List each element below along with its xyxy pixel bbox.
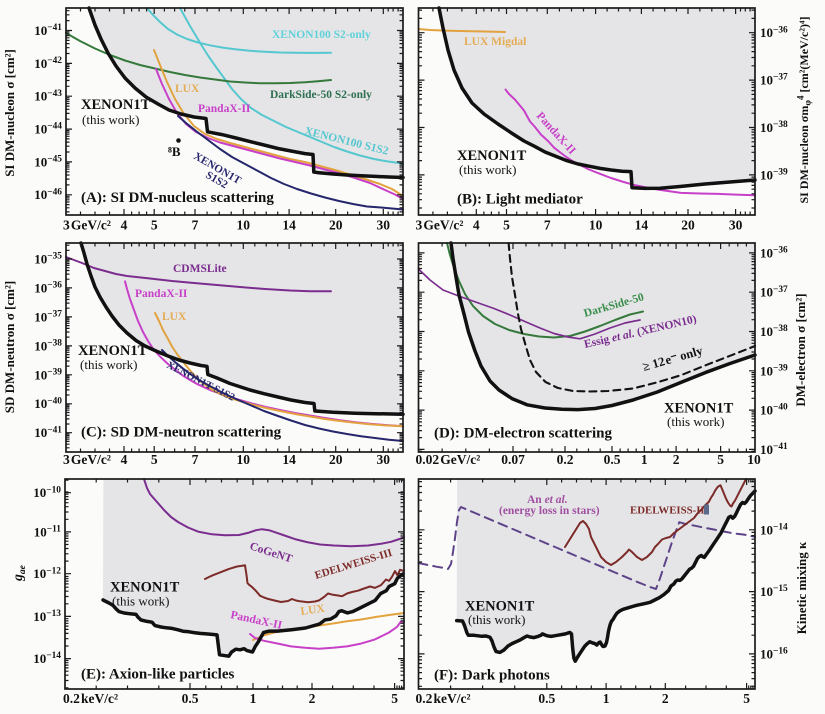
svg-text:PandaX-II: PandaX-II	[135, 288, 188, 300]
svg-text:(energy loss in stars): (energy loss in stars)	[499, 505, 600, 517]
svg-text:5: 5	[717, 452, 724, 467]
svg-text:20: 20	[329, 452, 343, 467]
svg-text:0.02 GeV/c²: 0.02 GeV/c²	[416, 452, 481, 467]
svg-text:20: 20	[329, 218, 343, 233]
svg-text:0.5: 0.5	[182, 691, 199, 706]
svg-text:3 GeV/c²: 3 GeV/c²	[63, 218, 111, 233]
svg-text:XENON100 S2-only: XENON100 S2-only	[272, 29, 371, 41]
svg-text:7: 7	[192, 218, 199, 233]
svg-text:(B): Light mediator: (B): Light mediator	[457, 192, 583, 208]
svg-text:(E): Axion-like particles: (E): Axion-like particles	[81, 667, 234, 683]
svg-text:SI DM-nucleon σ [cm²]: SI DM-nucleon σ [cm²]	[2, 49, 17, 177]
svg-text:LUX: LUX	[175, 83, 200, 95]
svg-text:CDMSLite: CDMSLite	[173, 263, 227, 275]
svg-text:XENON1T: XENON1T	[457, 148, 527, 164]
svg-text:0.2 keV/c²: 0.2 keV/c²	[416, 691, 471, 706]
svg-text:SI DM-nucleon σmφ4 [cm²(MeV/c²: SI DM-nucleon σmφ4 [cm²(MeV/c²)⁴]	[796, 16, 813, 203]
svg-text:Kinetic mixing κ: Kinetic mixing κ	[794, 541, 809, 634]
svg-text:LUX Migdal: LUX Migdal	[464, 36, 526, 48]
svg-text:DM-electron σ [cm²]: DM-electron σ [cm²]	[793, 293, 808, 406]
svg-text:(this work): (this work)	[80, 357, 137, 372]
svg-text:(this work): (this work)	[667, 414, 724, 429]
svg-text:10: 10	[237, 452, 251, 467]
svg-text:XENON1T: XENON1T	[110, 580, 180, 596]
svg-text:2: 2	[662, 691, 669, 706]
svg-text:4: 4	[121, 218, 128, 233]
svg-text:(A): SI DM-nucleus scattering: (A): SI DM-nucleus scattering	[81, 190, 274, 206]
svg-text:XENON1T: XENON1T	[465, 599, 535, 615]
svg-text:EDELWEISS-II: EDELWEISS-II	[630, 505, 705, 517]
svg-text:XENON1T: XENON1T	[78, 343, 148, 359]
svg-text:3 GeV/c²: 3 GeV/c²	[63, 452, 111, 467]
svg-text:10: 10	[589, 218, 603, 233]
svg-text:2: 2	[309, 691, 316, 706]
svg-text:⁸B: ⁸B	[168, 144, 181, 159]
svg-text:5: 5	[503, 218, 510, 233]
svg-text:1: 1	[603, 691, 610, 706]
svg-text:14: 14	[635, 218, 649, 233]
svg-text:(this work): (this work)	[468, 612, 525, 627]
svg-text:LUX: LUX	[300, 603, 326, 618]
svg-text:7: 7	[192, 452, 199, 467]
svg-text:5: 5	[391, 691, 398, 706]
svg-text:XENON1T: XENON1T	[664, 401, 734, 417]
svg-text:(this work): (this work)	[459, 162, 516, 177]
svg-text:(D): DM-electron scattering: (D): DM-electron scattering	[434, 426, 612, 442]
svg-text:20: 20	[681, 218, 695, 233]
svg-text:0.2: 0.2	[557, 452, 574, 467]
svg-text:0.07: 0.07	[501, 452, 525, 467]
svg-text:4: 4	[473, 218, 480, 233]
svg-text:0.2 keV/c²: 0.2 keV/c²	[63, 691, 118, 706]
svg-text:10: 10	[747, 452, 761, 467]
svg-text:DarkSide-50 S2-only: DarkSide-50 S2-only	[270, 89, 372, 101]
svg-text:14: 14	[282, 452, 296, 467]
svg-text:2: 2	[673, 452, 680, 467]
svg-text:PandaX-II: PandaX-II	[198, 103, 251, 115]
svg-text:14: 14	[282, 218, 296, 233]
svg-text:30: 30	[377, 218, 391, 233]
svg-text:5: 5	[151, 452, 158, 467]
svg-text:30: 30	[729, 218, 743, 233]
svg-text:1: 1	[641, 452, 648, 467]
svg-text:1: 1	[250, 691, 257, 706]
svg-text:7: 7	[544, 218, 551, 233]
svg-text:(C): SD DM-neutron scattering: (C): SD DM-neutron scattering	[81, 425, 282, 441]
svg-text:5: 5	[151, 218, 158, 233]
svg-text:5: 5	[743, 691, 750, 706]
svg-text:4: 4	[121, 452, 128, 467]
svg-text:SD DM-neutron σ [cm²]: SD DM-neutron σ [cm²]	[2, 281, 17, 413]
svg-text:(this work): (this work)	[82, 112, 139, 127]
svg-text:(this work): (this work)	[112, 594, 169, 609]
svg-text:10: 10	[237, 218, 251, 233]
svg-text:3 GeV/c²: 3 GeV/c²	[416, 218, 464, 233]
svg-text:XENON1T: XENON1T	[81, 97, 151, 113]
svg-text:(F): Dark photons: (F): Dark photons	[434, 668, 550, 684]
svg-text:0.5: 0.5	[604, 452, 621, 467]
svg-text:An et al.: An et al.	[527, 494, 568, 506]
svg-text:30: 30	[377, 452, 391, 467]
svg-text:LUX: LUX	[162, 311, 187, 323]
svg-text:0.5: 0.5	[538, 691, 555, 706]
